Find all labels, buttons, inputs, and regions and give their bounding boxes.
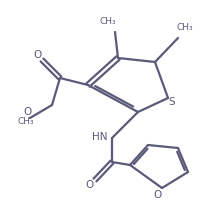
Text: HN: HN <box>92 132 108 142</box>
Text: O: O <box>24 107 32 117</box>
Text: CH₃: CH₃ <box>177 23 193 32</box>
Text: O: O <box>154 190 162 200</box>
Text: O: O <box>34 50 42 60</box>
Text: CH₃: CH₃ <box>18 118 35 127</box>
Text: O: O <box>86 180 94 190</box>
Text: CH₃: CH₃ <box>100 18 116 26</box>
Text: S: S <box>169 97 175 107</box>
